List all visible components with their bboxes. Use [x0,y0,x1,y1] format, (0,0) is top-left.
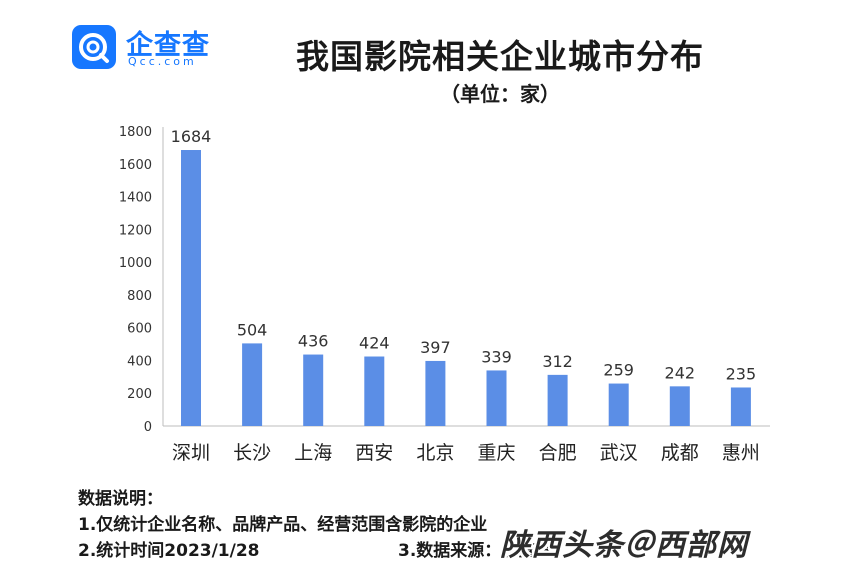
y-tick-label: 600 [127,322,152,337]
x-category-label: 武汉 [600,442,638,464]
bar-chart: 0 200 400 600 800 1000 1200 1400 1600 1800 1684 深圳 5… [119,125,770,464]
brand-domain: Qcc.com [128,55,197,68]
x-category-label: 上海 [294,442,332,464]
data-notes: 数据说明： 1.仅统计企业名称、品牌产品、经营范围含影院的企业 2.统计时间20… [78,486,552,564]
bar-value-label: 1684 [171,127,212,146]
x-category-label: 北京 [416,442,454,464]
x-category-label: 惠州 [722,442,760,464]
bar-value-label: 242 [665,363,696,382]
bar-1 [181,150,201,426]
bar-value-label: 339 [481,347,512,366]
bar-2 [242,343,263,426]
bar-10 [730,387,751,426]
notes-line-1: 1.仅统计企业名称、品牌产品、经营范围含影院的企业 [78,515,488,535]
x-category-label: 西安 [355,442,393,464]
bar-6 [486,370,507,426]
notes-line-2-date: 2.统计时间2023/1/28 [78,541,260,561]
notes-heading: 数据说明： [78,489,163,509]
x-category-label: 成都 [661,442,699,464]
brand-name: 企查查 [126,30,210,61]
bar-value-label: 436 [298,332,329,351]
watermark: 陕西头条＠西部网 [500,528,748,563]
notes-line-2-source: 3.数据来源：企查查 [398,541,553,561]
y-tick-label: 1400 [119,191,152,206]
y-tick-label: 1200 [119,223,152,238]
qcc-logo-icon [72,25,116,69]
chart-subtitle: （单位：家） [440,82,560,106]
y-tick-label: 1800 [119,125,152,140]
bar-value-label: 312 [542,352,573,371]
y-tick-label: 400 [127,354,152,369]
y-tick-label: 1000 [119,256,152,271]
bar-value-label: 235 [726,364,757,383]
x-category-label: 长沙 [233,442,271,464]
y-tick-label: 1600 [119,158,152,173]
bar-value-label: 504 [237,320,268,339]
chart-title: 我国影院相关企业城市分布 [296,37,704,76]
y-tick-label: 800 [127,289,152,304]
bar-8 [608,383,629,426]
x-category-label: 合肥 [539,442,577,464]
notes-line-2: 2.统计时间2023/1/28 3.数据来源：企查查 [78,538,552,564]
bar-7 [547,374,568,426]
y-tick-label: 0 [144,420,152,435]
qcc-logo: 企查查 Qcc.com [72,25,232,71]
y-tick-label: 200 [127,387,152,402]
bar-9 [669,386,690,426]
x-category-label: 重庆 [477,442,515,464]
bar-value-label: 424 [359,334,390,353]
bar-5 [425,360,446,426]
x-category-label: 深圳 [172,442,210,464]
bar-4 [364,356,385,426]
bar-3 [303,354,324,426]
bar-value-label: 397 [420,338,451,357]
bar-value-label: 259 [603,361,634,380]
